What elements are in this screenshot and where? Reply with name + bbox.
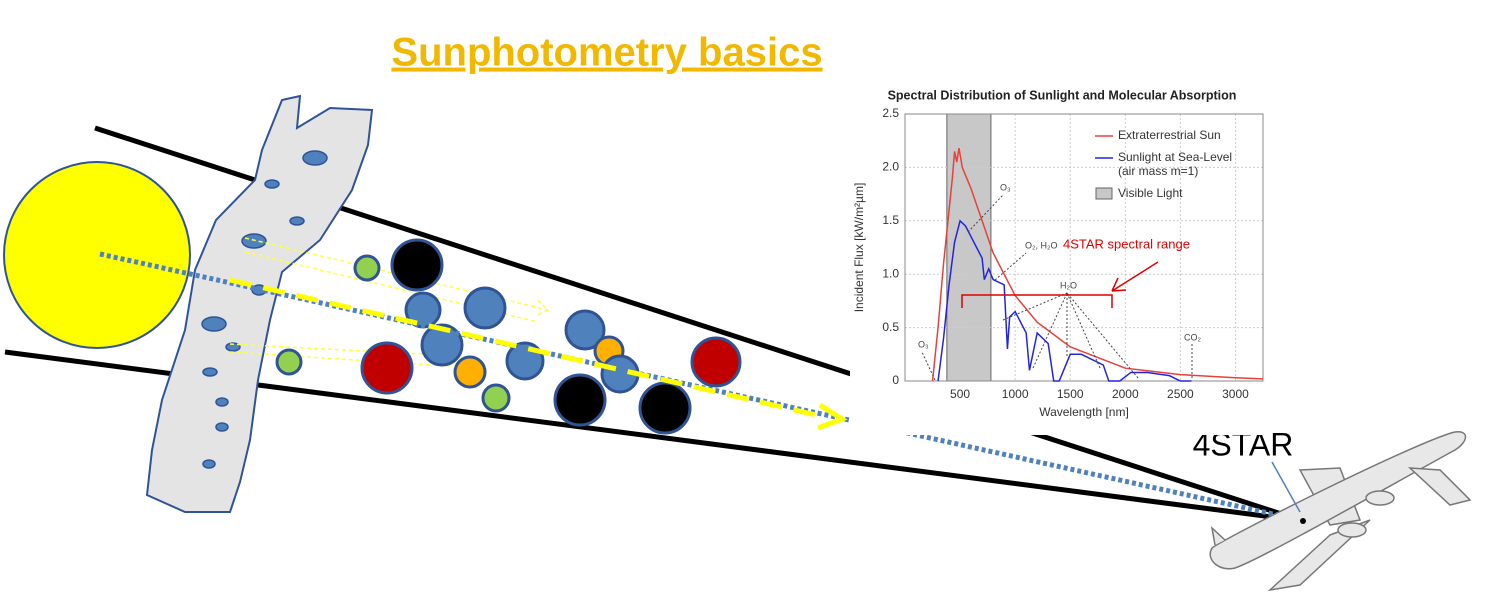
chart-title: Spectral Distribution of Sunlight and Mo… <box>888 88 1237 102</box>
instrument-point <box>1300 518 1306 524</box>
legend-label: Visible Light <box>1118 186 1183 200</box>
y-tick-label: 1.5 <box>882 213 899 227</box>
y-tick-label: 0.5 <box>882 320 899 334</box>
range-bracket <box>961 261 1159 308</box>
series-line <box>937 219 1192 382</box>
y-tick-label: 1.0 <box>882 266 899 280</box>
sun <box>3 161 191 349</box>
plot: 500 1000 1500 2000 2500 3000 0 0.5 1.0 1.5 2.0 2.5 W… <box>852 106 1264 419</box>
y-tick-label: 2.0 <box>882 160 899 174</box>
aircraft <box>1209 431 1472 592</box>
x-tick-label: 2500 <box>1167 387 1194 401</box>
x-axis-label: Wavelength [nm] <box>1039 405 1129 419</box>
legend-label: (air mass m=1) <box>1118 164 1198 178</box>
annotation: O₃ <box>1000 182 1011 192</box>
y-axis-label: Incident Flux [kW/m²µm] <box>852 183 866 313</box>
pointer <box>1271 461 1301 513</box>
range-annotation: 4STAR spectral range <box>1063 236 1190 251</box>
series-line <box>931 148 1264 382</box>
legend-swatch <box>1095 187 1113 200</box>
annotation: H₂O <box>1060 280 1077 290</box>
x-tick-label: 500 <box>950 387 970 401</box>
legend-label: Extraterrestrial Sun <box>1118 128 1221 142</box>
x-tick-label: 1500 <box>1057 387 1084 401</box>
absorption-annotations <box>921 194 1193 381</box>
y-tick-label: 2.5 <box>882 106 899 120</box>
x-tick-label: 3000 <box>1222 387 1249 401</box>
legend-label: Sunlight at Sea-Level <box>1118 150 1232 164</box>
y-tick-label: 0 <box>892 373 899 387</box>
cloud <box>145 94 374 513</box>
plot-frame <box>904 113 1264 382</box>
annotation: O₂, H₂O <box>1025 240 1058 250</box>
aerosols <box>275 238 742 435</box>
x-tick-label: 2000 <box>1112 387 1139 401</box>
arrow-head <box>817 402 848 431</box>
slide-title: Sunphotometry basics <box>391 31 822 75</box>
cloud-droplets <box>201 150 328 469</box>
x-tick-label: 1000 <box>1002 387 1029 401</box>
annotation: CO₂ <box>1184 332 1202 342</box>
annotation: O₃ <box>918 339 929 349</box>
